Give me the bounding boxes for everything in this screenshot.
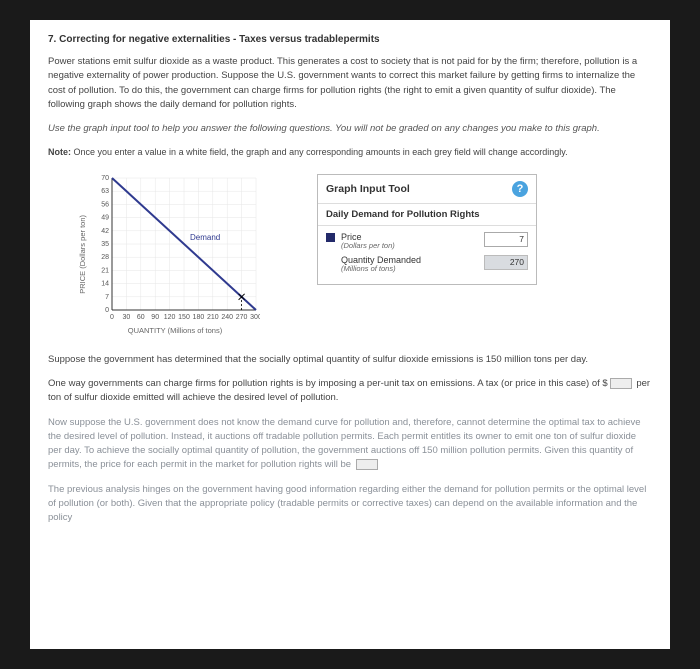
permit-price-blank[interactable] <box>356 459 378 470</box>
svg-text:210: 210 <box>207 314 219 321</box>
svg-text:120: 120 <box>164 314 176 321</box>
svg-text:42: 42 <box>101 228 109 235</box>
svg-text:70: 70 <box>101 175 109 182</box>
price-input[interactable]: 7 <box>484 232 528 247</box>
x-axis-label: QUANTITY (Millions of tons) <box>90 326 260 335</box>
final-paragraph: The previous analysis hinges on the gove… <box>48 483 652 526</box>
tool-heading: Graph Input Tool <box>326 183 410 195</box>
svg-text:Demand: Demand <box>190 233 220 242</box>
graph-input-tool: Graph Input Tool ? Daily Demand for Poll… <box>317 174 537 285</box>
series-swatch <box>326 233 335 242</box>
svg-text:240: 240 <box>221 314 233 321</box>
tax-paragraph: One way governments can charge firms for… <box>48 377 652 406</box>
intro-paragraph-2: Use the graph input tool to help you ans… <box>48 122 652 136</box>
help-icon[interactable]: ? <box>512 181 528 197</box>
tax-blank[interactable] <box>610 378 632 389</box>
svg-text:49: 49 <box>101 214 109 221</box>
svg-text:60: 60 <box>137 314 145 321</box>
qty-output: 270 <box>484 255 528 270</box>
svg-text:150: 150 <box>178 314 190 321</box>
question-page: 7. Correcting for negative externalities… <box>30 20 670 649</box>
svg-text:0: 0 <box>110 314 114 321</box>
note-text: Once you enter a value in a white field,… <box>71 147 568 157</box>
permits-paragraph: Now suppose the U.S. government does not… <box>48 416 652 473</box>
svg-text:30: 30 <box>123 314 131 321</box>
optimal-qty-paragraph: Suppose the government has determined th… <box>48 353 652 367</box>
svg-text:35: 35 <box>101 241 109 248</box>
price-sublabel: (Dollars per ton) <box>341 242 478 251</box>
price-label-wrap: Price (Dollars per ton) <box>341 232 478 251</box>
chart-inner: 0714212835424956637003060901201501802102… <box>90 174 260 335</box>
note-label: Note: <box>48 147 71 157</box>
tool-subheading: Daily Demand for Pollution Rights <box>318 204 536 226</box>
svg-text:14: 14 <box>101 280 109 287</box>
svg-text:270: 270 <box>236 314 248 321</box>
demand-chart[interactable]: 0714212835424956637003060901201501802102… <box>90 174 260 324</box>
qty-sublabel: (Millions of tons) <box>341 265 478 274</box>
svg-text:7: 7 <box>105 294 109 301</box>
chart-wrap: PRICE (Dollars per ton) 0 7 14 21 28 35 42 49 56… <box>78 174 287 335</box>
note-line: Note: Once you enter a value in a white … <box>48 146 652 160</box>
tax-text-1: One way governments can charge firms for… <box>48 378 608 389</box>
graph-row: PRICE (Dollars per ton) 0 7 14 21 28 35 42 49 56… <box>78 174 652 335</box>
svg-text:63: 63 <box>101 188 109 195</box>
tool-body: Price (Dollars per ton) 7 Quantity Deman… <box>318 226 536 284</box>
y-axis-label: PRICE (Dollars per ton) <box>78 215 87 294</box>
svg-text:90: 90 <box>151 314 159 321</box>
svg-text:0: 0 <box>105 307 109 314</box>
svg-text:28: 28 <box>101 254 109 261</box>
intro-paragraph-1: Power stations emit sulfur dioxide as a … <box>48 55 652 112</box>
question-title: 7. Correcting for negative externalities… <box>48 34 652 45</box>
qty-row: Quantity Demanded (Millions of tons) 270 <box>326 255 528 274</box>
svg-text:56: 56 <box>101 201 109 208</box>
tool-header: Graph Input Tool ? <box>318 175 536 204</box>
qty-label-wrap: Quantity Demanded (Millions of tons) <box>341 255 478 274</box>
svg-text:21: 21 <box>101 267 109 274</box>
permits-text: Now suppose the U.S. government does not… <box>48 417 641 471</box>
svg-text:180: 180 <box>193 314 205 321</box>
svg-text:300: 300 <box>250 314 260 321</box>
price-row: Price (Dollars per ton) 7 <box>326 232 528 251</box>
